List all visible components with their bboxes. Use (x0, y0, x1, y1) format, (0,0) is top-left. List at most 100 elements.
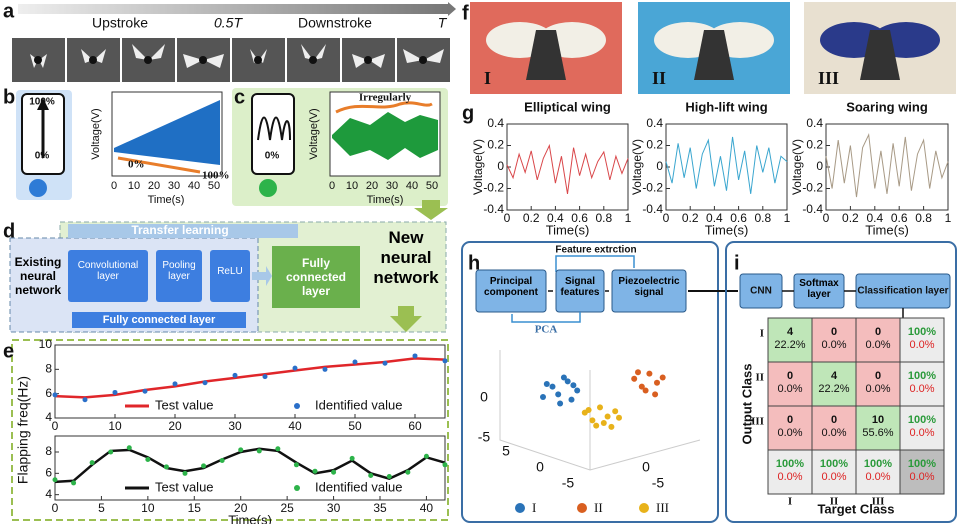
matrix-cell (811, 449, 857, 495)
x-tick-label: 0.2 (523, 211, 540, 225)
label-wrap: Softmax layer (799, 278, 838, 300)
arrow (448, 2, 456, 16)
x-tick-label: 30 (327, 501, 341, 515)
axis-tick-label: -5 (478, 429, 491, 445)
panel-label: i (734, 252, 740, 274)
point (349, 455, 355, 461)
x-tick-label: 10 (128, 180, 140, 192)
label: Downstroke (298, 15, 372, 31)
block (210, 250, 250, 302)
legend-marker (294, 403, 300, 409)
cell-count: 100% (864, 458, 892, 470)
y-axis-label: Flapping freq(Hz) (15, 376, 31, 484)
label: T (438, 15, 448, 31)
cell-pct: 22.2% (774, 339, 805, 351)
x-tick-label: 40 (188, 180, 200, 192)
point (172, 381, 178, 387)
point (442, 358, 448, 364)
point (112, 389, 118, 395)
cell-pct: 0.0% (865, 383, 890, 395)
arrow (390, 306, 422, 332)
point (382, 360, 388, 366)
y-tick-label: -0.2 (642, 181, 663, 195)
y-tick-label: -0.2 (483, 181, 504, 195)
matrix-cell (855, 449, 901, 495)
point (442, 462, 448, 468)
label-wrap: ReLU (217, 266, 243, 277)
matrix-cell (811, 317, 857, 363)
point (585, 407, 592, 413)
row-label: I (760, 328, 764, 340)
point (600, 420, 607, 426)
matrix-cell (899, 449, 945, 495)
point (555, 391, 562, 398)
axis-tick-label: -5 (562, 475, 575, 491)
point (616, 414, 622, 421)
chart-title: High-lift wing (685, 99, 767, 114)
arrow (252, 266, 272, 286)
point (557, 400, 564, 407)
cell-count: 100% (908, 414, 936, 426)
block (272, 246, 360, 308)
point (368, 472, 374, 478)
matrix-cell (855, 361, 901, 407)
y-tick-label: 0 (497, 159, 504, 173)
cell-pct: 0.0% (865, 339, 890, 351)
box (611, 269, 687, 313)
point (608, 423, 615, 430)
label-wrap: Existing neural network (15, 255, 62, 297)
panel-label: c (234, 86, 245, 108)
cell-pct: 0.0% (821, 339, 846, 351)
chart-title: Soaring wing (846, 99, 928, 114)
x-axis-label: Target Class (817, 501, 894, 516)
block (156, 250, 202, 302)
cell-count: 100% (776, 458, 804, 470)
y-tick-label: 0.2 (806, 138, 823, 152)
body (199, 56, 207, 64)
legend-label: Test value (155, 397, 214, 412)
point (52, 392, 58, 398)
plot-frame (825, 123, 949, 211)
y-tick-label: 0 (816, 159, 823, 173)
legend-label: Test value (155, 479, 214, 494)
time-bar (18, 4, 448, 14)
y-axis-label: Voltage(V) (790, 139, 804, 195)
axis-tick-label: 5 (502, 443, 510, 459)
y-tick-label: 0.4 (487, 116, 504, 130)
col-label: II (830, 496, 839, 508)
panel-label: d (3, 220, 15, 242)
x-tick-label: 15 (188, 501, 202, 515)
x-tick-label: 0 (111, 180, 117, 192)
point (597, 404, 603, 411)
point (89, 460, 95, 466)
panel-label: a (3, 0, 15, 22)
y-tick-label: 0.2 (487, 138, 504, 152)
cell-count: 100% (908, 370, 936, 382)
point (352, 359, 358, 365)
body (419, 56, 427, 64)
cell-count: 100% (908, 326, 936, 338)
matrix-cell (855, 317, 901, 363)
point (386, 474, 392, 480)
y-tick-label: 10 (39, 337, 53, 351)
y-tick-label: 0.2 (646, 138, 663, 152)
label: Upstroke (92, 15, 148, 31)
x-tick-label: 5 (98, 501, 105, 515)
arrow (511, 312, 581, 323)
point (182, 470, 188, 476)
plot-frame (506, 123, 629, 211)
x-tick-label: 0.4 (547, 211, 564, 225)
cell-count: 0 (787, 370, 793, 382)
panel-label: b (3, 86, 15, 108)
x-tick-label: 50 (348, 419, 362, 433)
x-tick-label: 0 (52, 419, 59, 433)
game-icon (259, 179, 277, 197)
x-tick-label: 20 (168, 419, 182, 433)
panel-label: e (3, 340, 14, 362)
x-tick-label: 50 (208, 180, 220, 192)
point (638, 383, 645, 390)
x-tick-label: 0.4 (706, 211, 723, 225)
y-tick-label: 4 (45, 487, 52, 501)
cell-pct: 0.0% (821, 427, 846, 439)
point (331, 469, 337, 475)
